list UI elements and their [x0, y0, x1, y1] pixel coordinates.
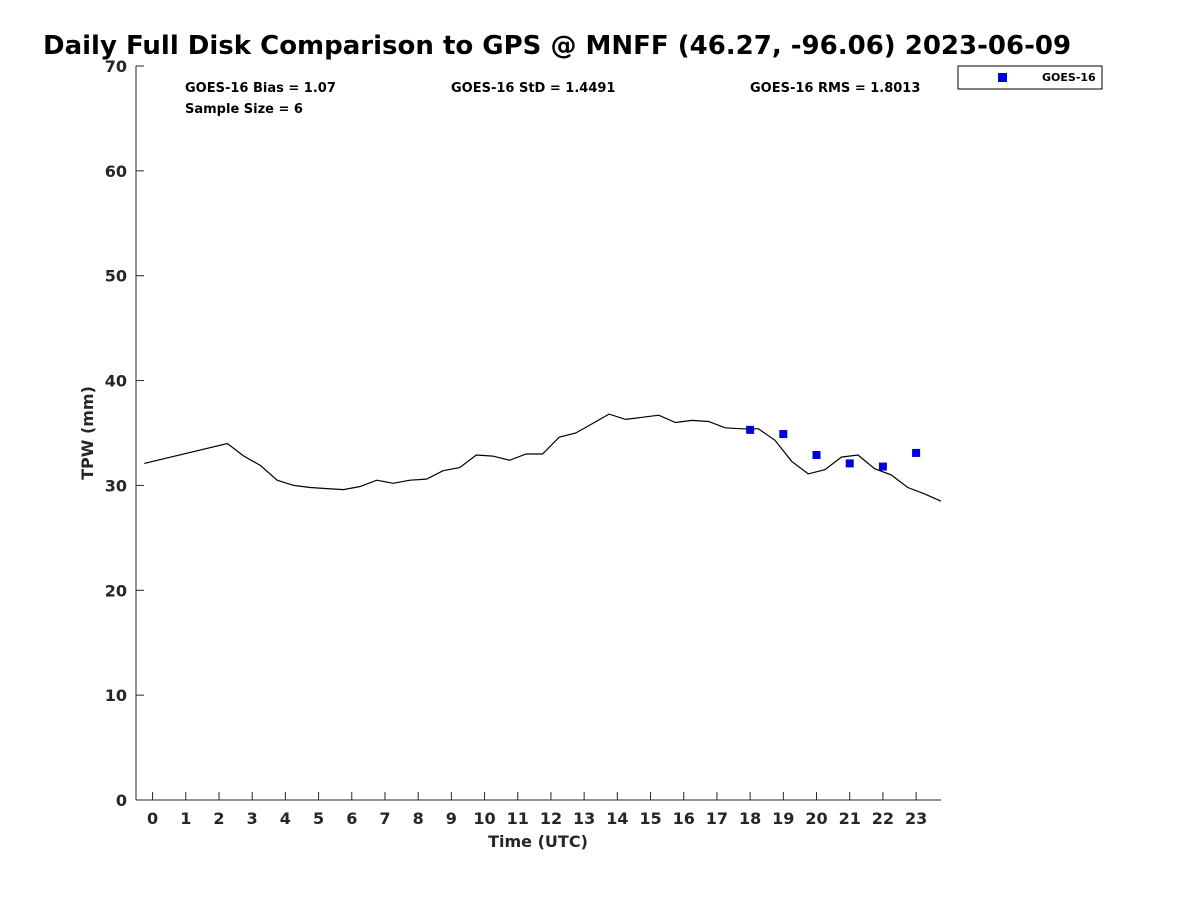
x-tick-label: 18	[739, 809, 761, 828]
y-tick-label: 30	[105, 476, 127, 495]
plot-area	[144, 413, 942, 502]
goes16-point	[912, 448, 921, 457]
y-tick-label: 10	[105, 686, 127, 705]
goes16-point	[845, 459, 854, 468]
x-tick-label: 0	[147, 809, 158, 828]
x-tick-label: 19	[772, 809, 794, 828]
gps-tpw-line	[144, 413, 942, 502]
x-tick-label: 1	[180, 809, 191, 828]
x-tick-label: 3	[247, 809, 258, 828]
x-tick-label: 9	[446, 809, 457, 828]
x-tick-label: 2	[213, 809, 224, 828]
x-axis-ticks: 0 1 2 3 4 5 6 7 8 9 10 11 12 13 14 15 16 17 18 19 20 21 22 23	[147, 792, 927, 828]
legend: GOES-16	[957, 65, 1103, 90]
x-tick-label: 11	[507, 809, 529, 828]
goes16-point	[746, 425, 755, 434]
y-tick-label: 0	[116, 791, 127, 810]
y-tick-label: 50	[105, 267, 127, 286]
stat-sample-size: Sample Size = 6	[185, 102, 303, 117]
x-tick-label: 4	[280, 809, 291, 828]
x-tick-label: 22	[872, 809, 894, 828]
goes16-point	[812, 451, 821, 460]
x-tick-label: 6	[346, 809, 357, 828]
x-tick-label: 17	[706, 809, 728, 828]
legend-label-goes16: GOES-16	[1042, 71, 1096, 84]
x-tick-label: 8	[413, 809, 424, 828]
x-tick-label: 13	[573, 809, 595, 828]
y-axis-ticks: 0 10 20 30 40 50 60 70	[105, 57, 144, 810]
y-axis-label: TPW (mm)	[78, 386, 97, 480]
legend-box	[957, 65, 1103, 90]
stat-rms: GOES-16 RMS = 1.8013	[750, 81, 920, 96]
x-tick-label: 21	[839, 809, 861, 828]
x-tick-label: 23	[905, 809, 927, 828]
x-axis-label: Time (UTC)	[488, 832, 588, 851]
axes	[135, 66, 941, 801]
y-tick-label: 40	[105, 372, 127, 391]
chart-title: Daily Full Disk Comparison to GPS @ MNFF…	[43, 31, 1071, 61]
stat-std: GOES-16 StD = 1.4491	[451, 81, 615, 96]
x-tick-label: 10	[473, 809, 495, 828]
x-tick-label: 20	[805, 809, 827, 828]
goes16-point	[878, 462, 887, 471]
x-tick-label: 5	[313, 809, 324, 828]
y-tick-label: 20	[105, 581, 127, 600]
legend-marker	[998, 73, 1007, 82]
x-tick-label: 15	[639, 809, 661, 828]
x-tick-label: 7	[379, 809, 390, 828]
x-tick-label: 16	[673, 809, 695, 828]
x-tick-label: 14	[606, 809, 628, 828]
stat-bias: GOES-16 Bias = 1.07	[185, 81, 336, 96]
goes16-point	[779, 430, 788, 439]
y-tick-label: 60	[105, 162, 127, 181]
y-tick-label: 70	[105, 57, 127, 76]
x-tick-label: 12	[540, 809, 562, 828]
